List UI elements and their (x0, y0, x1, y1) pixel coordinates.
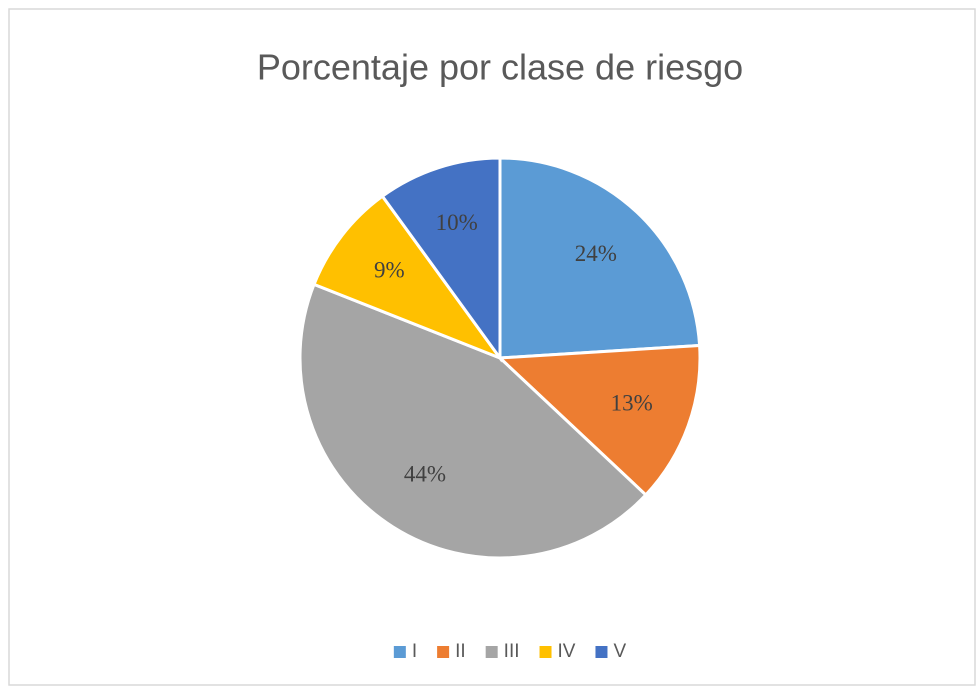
legend-swatch (539, 646, 552, 658)
chart-title: Porcentaje por clase de riesgo (257, 47, 743, 88)
pie-slice (498, 156, 702, 360)
legend-label: II (455, 641, 466, 662)
legend-label: V (613, 641, 626, 662)
data-label: 24% (575, 241, 617, 266)
data-label: 10% (436, 210, 478, 235)
pie-slice (380, 156, 502, 363)
legend-label: IV (558, 641, 576, 662)
pie-slice (312, 194, 505, 362)
legend-swatch (437, 646, 450, 658)
data-label: 9% (374, 257, 405, 282)
data-label: 13% (611, 391, 653, 416)
data-label: 44% (404, 461, 446, 486)
legend-swatch (485, 646, 498, 658)
legend-label: I (412, 641, 417, 662)
legend-swatch (595, 646, 608, 658)
legend-swatch (393, 646, 406, 658)
legend-label: III (504, 641, 520, 662)
pie-slice (496, 343, 702, 498)
pie-slice (298, 282, 648, 560)
